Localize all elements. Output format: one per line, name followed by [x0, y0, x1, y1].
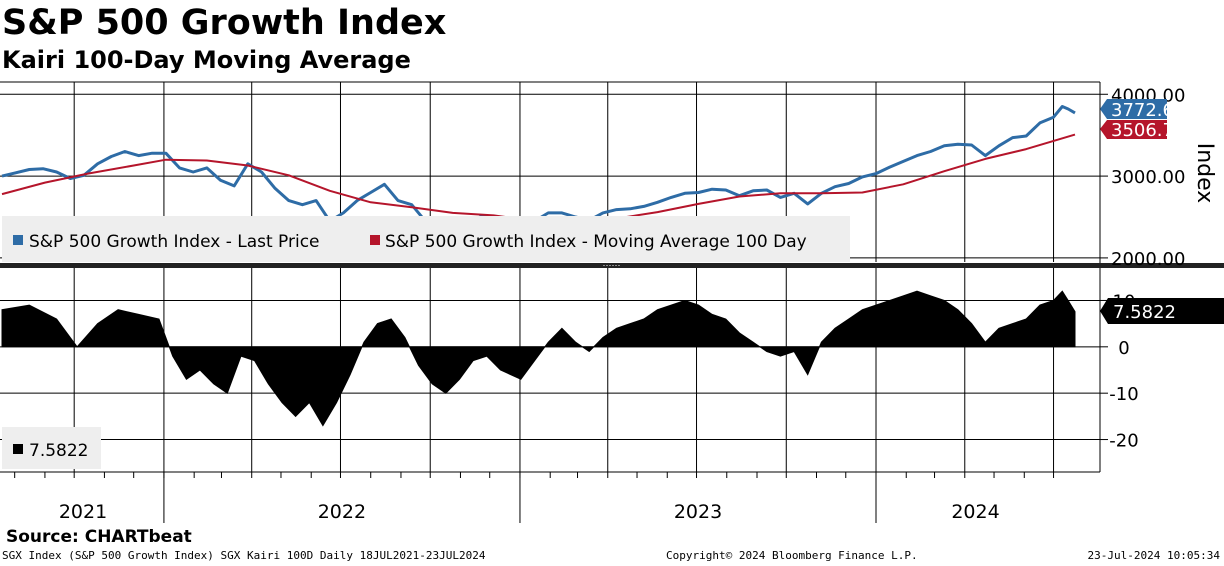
chart-subtitle: Kairi 100-Day Moving Average: [2, 46, 411, 74]
price-last-tag: [1100, 99, 1167, 119]
moving-average-line: [1, 133, 1076, 223]
kairi-area: [1, 290, 1076, 427]
x-year-label: 2023: [674, 501, 722, 523]
lower-legend: 7.5822: [2, 427, 101, 469]
y-axis-title: Index: [1192, 143, 1217, 204]
legend-label-kairi: 7.5822: [29, 441, 88, 461]
x-year-label: 2022: [318, 501, 366, 523]
source-note: Source: CHARTbeat: [6, 527, 192, 547]
legend-swatch-price: [13, 235, 23, 245]
upper-y-tick-label: 2000.00: [1111, 249, 1185, 270]
grid-layer: [0, 81, 1224, 473]
footer-copyright: Copyright© 2024 Bloomberg Finance L.P.: [666, 549, 918, 562]
upper-legend-box: [2, 216, 850, 262]
legend-label-ma: S&P 500 Growth Index - Moving Average 10…: [385, 232, 807, 252]
legend-label-price: S&P 500 Growth Index - Last Price: [29, 232, 320, 252]
footer-timestamp: 23-Jul-2024 10:05:34: [1087, 549, 1220, 562]
legend-swatch-ma: [370, 235, 380, 245]
last-value-tags: 3772.66 3506.77 7.5822: [1100, 99, 1224, 324]
price-last-label: 3772.66: [1111, 100, 1185, 121]
ma-last-tag: [1100, 120, 1167, 139]
upper-y-axis-title: Index: [1192, 143, 1217, 204]
kairi-last-tag: [1100, 298, 1224, 324]
lower-y-tick-label: -10: [1109, 384, 1138, 405]
lower-y-tick-label: -20: [1109, 431, 1138, 452]
axis-layer: 2000.003000.004000.00100-10-202021202220…: [14, 85, 1185, 523]
upper-y-tick-label: 3000.00: [1111, 167, 1185, 188]
x-year-label: 2021: [59, 501, 107, 523]
upper-legend: S&P 500 Growth Index - Last Price S&P 50…: [2, 216, 850, 262]
ma-last-label: 3506.77: [1111, 120, 1185, 141]
chart-title: S&P 500 Growth Index: [2, 3, 447, 43]
price-line: [1, 105, 1076, 231]
lower-y-tick-label: 0: [1118, 338, 1129, 359]
footer-left: SGX Index (S&P 500 Growth Index) SGX Kai…: [2, 549, 486, 562]
legend-swatch-kairi: [13, 444, 23, 454]
x-year-label: 2024: [951, 501, 999, 523]
kairi-last-label: 7.5822: [1113, 302, 1176, 323]
